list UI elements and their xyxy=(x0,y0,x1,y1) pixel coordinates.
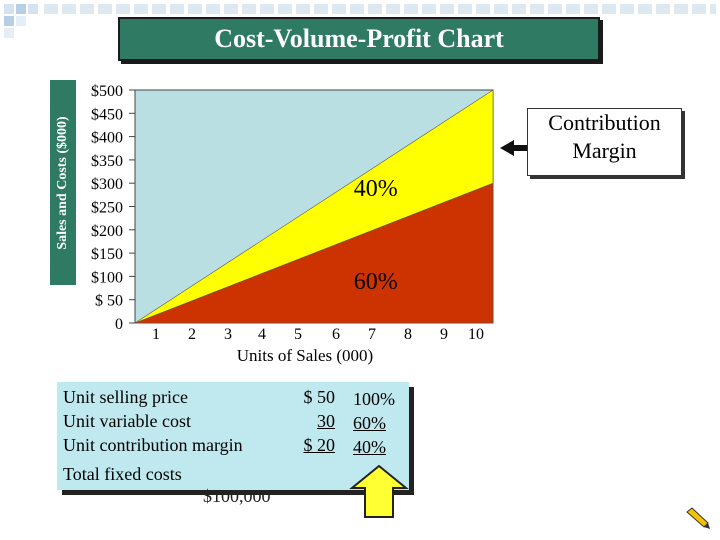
pencil-icon xyxy=(686,507,710,529)
y-tick-label: $350 xyxy=(91,153,123,170)
contribution-margin-callout: Contribution Margin xyxy=(527,108,682,176)
x-tick-label: 9 xyxy=(440,326,448,343)
x-axis-label: Units of Sales (000) xyxy=(237,346,373,365)
y-tick-label: 0 xyxy=(115,316,123,333)
x-tick-label: 8 xyxy=(404,326,412,343)
x-tick-label: 2 xyxy=(188,326,196,343)
callout-line-2: Margin xyxy=(572,138,637,163)
callout-line-1: Contribution xyxy=(548,110,661,135)
chart-title: Cost-Volume-Profit Chart xyxy=(118,17,600,61)
contribution-margin-amount: $ 20 xyxy=(303,435,336,455)
x-tick-label: 7 xyxy=(368,326,376,343)
selling-price-amount: $ 50 xyxy=(303,387,336,407)
fixed-costs-value: $100,000 xyxy=(203,486,271,506)
highlight-arrow-icon xyxy=(349,464,409,518)
y-tick-label: $250 xyxy=(91,200,123,217)
variable-cost-label: Unit variable cost xyxy=(63,411,191,431)
y-tick-label: $ 50 xyxy=(95,293,123,310)
y-tick-label: $200 xyxy=(91,223,123,240)
y-tick-label: $150 xyxy=(91,246,123,263)
y-tick-label: $100 xyxy=(91,269,123,286)
series-area-1 xyxy=(134,182,494,324)
x-tick-label: 5 xyxy=(294,326,302,343)
callout-arrow-icon xyxy=(500,140,528,156)
decor-stripes xyxy=(44,4,716,14)
x-tick-label: 4 xyxy=(258,326,266,343)
y-tick-label: $300 xyxy=(91,176,123,193)
contribution-margin-percent: 40% xyxy=(353,437,386,457)
y-axis-label-box: Sales and Costs ($000) xyxy=(50,80,76,285)
y-tick-label: $450 xyxy=(91,106,123,123)
y-tick-label: $500 xyxy=(91,83,123,100)
variable-cost-percent: 60% xyxy=(353,413,386,433)
area-percent-label: 60% xyxy=(354,269,398,295)
contribution-margin-label: Unit contribution margin xyxy=(63,435,243,455)
selling-price-label: Unit selling price xyxy=(63,387,188,407)
fixed-costs-label: Total fixed costs xyxy=(63,464,182,484)
selling-price-percent: 100% xyxy=(353,389,395,409)
unit-economics-panel: Unit selling price $ 50 100% Unit variab… xyxy=(57,382,409,490)
area-percent-label: 40% xyxy=(354,176,398,202)
x-tick-label: 1 xyxy=(152,326,160,343)
variable-cost-amount: 30 xyxy=(317,411,335,431)
x-tick-label: 6 xyxy=(332,326,340,343)
y-tick-label: $400 xyxy=(91,130,123,147)
x-tick-label: 10 xyxy=(468,326,484,343)
x-tick-label: 3 xyxy=(224,326,232,343)
